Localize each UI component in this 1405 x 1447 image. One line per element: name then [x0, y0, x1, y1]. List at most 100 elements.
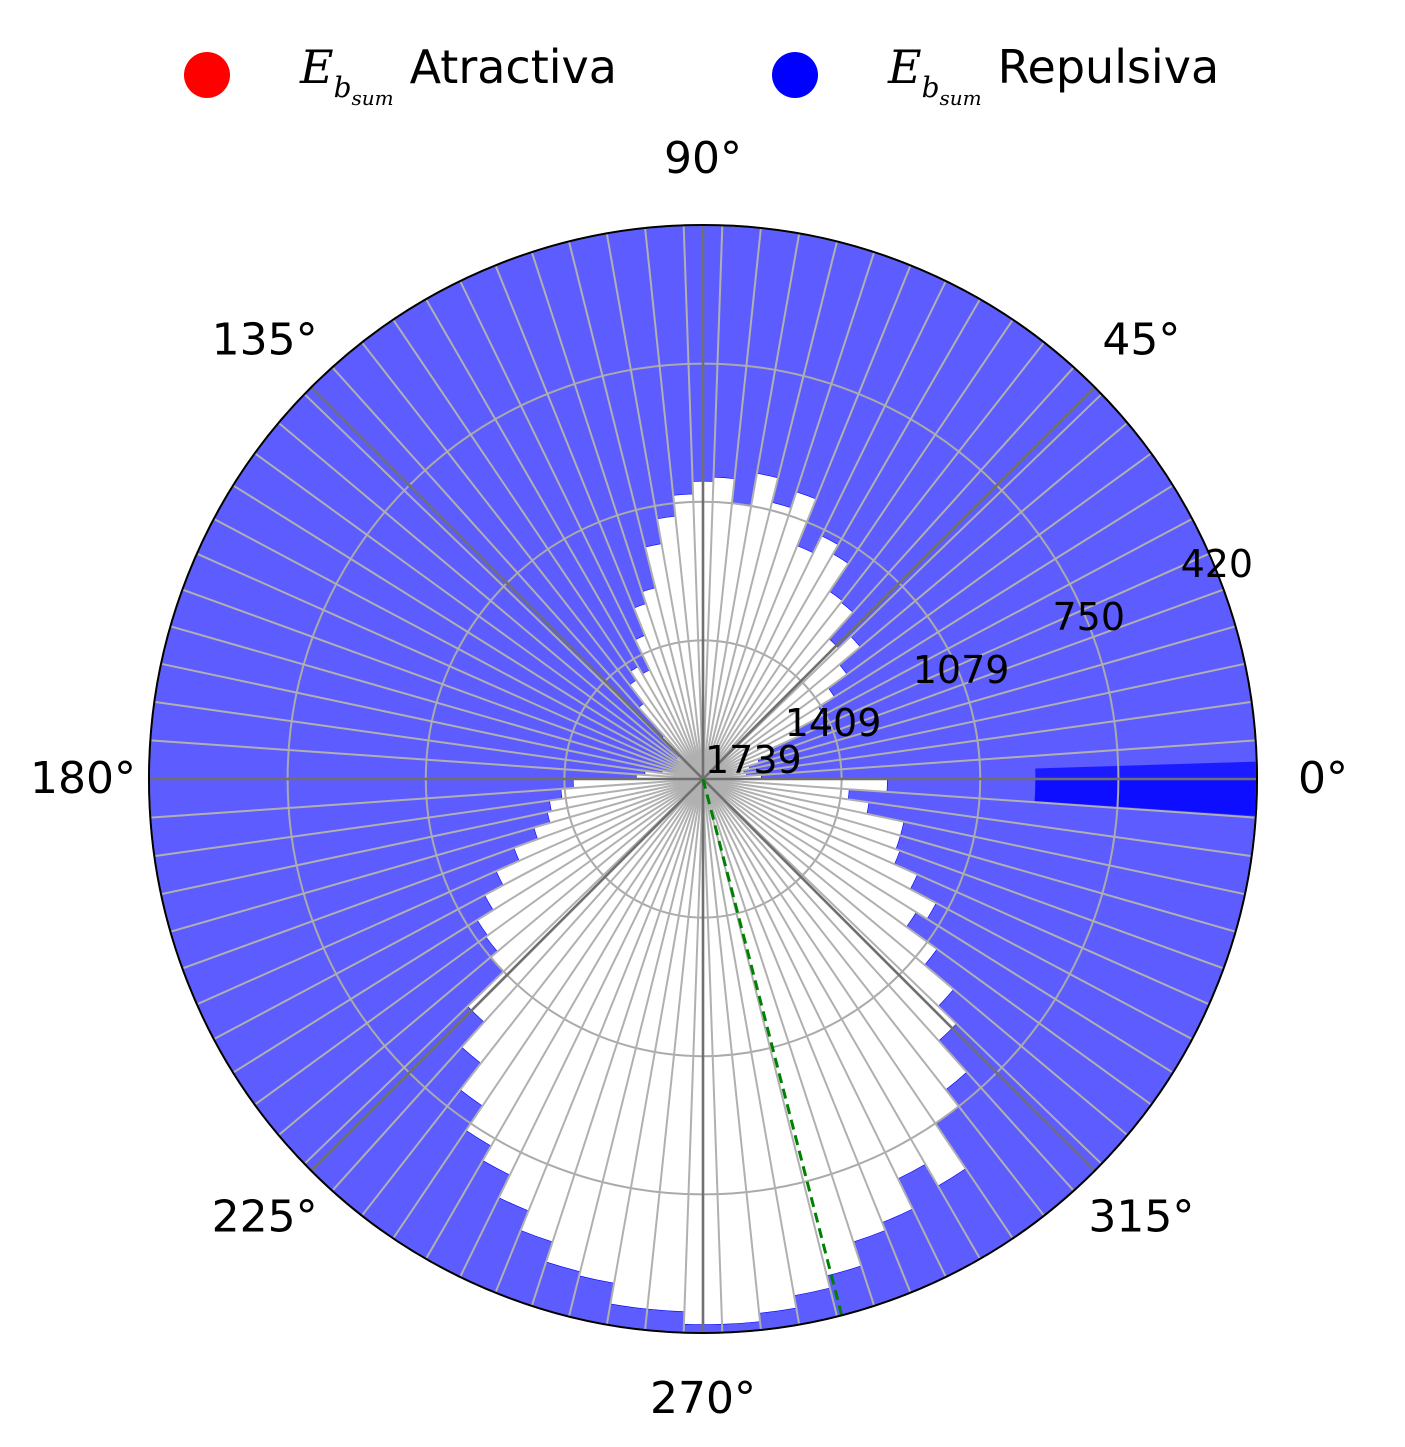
legend-label-repulsiva: EbsumRepulsiva	[888, 40, 1220, 110]
bin-gridline	[702, 341, 1045, 780]
bin-gridline	[702, 778, 801, 1325]
bin-gridline	[702, 241, 838, 780]
bin-gridline	[154, 700, 704, 780]
bin-gridline	[702, 393, 1103, 780]
angle-tick-label: 270°	[650, 1373, 756, 1424]
legend-marker-atractiva	[184, 52, 230, 98]
bin-gridline	[303, 778, 704, 1165]
bin-gridline	[277, 778, 704, 1136]
bin-gridline	[530, 251, 704, 780]
bin-gridline	[702, 778, 838, 1317]
bin-gridline	[702, 588, 1224, 780]
bin-gridline	[303, 393, 704, 780]
bin-gridline	[702, 778, 1246, 896]
bin-gridline	[702, 233, 801, 780]
bin-gridline	[702, 662, 1246, 780]
bin-gridline	[150, 778, 704, 819]
angle-tick-label: 180°	[30, 753, 136, 804]
bin-gridline	[213, 518, 704, 780]
bin-gridline	[702, 778, 947, 1278]
bin-gridline	[702, 778, 1045, 1217]
bin-gridline	[425, 298, 704, 780]
bin-gridline	[425, 778, 704, 1260]
bin-gridline	[361, 341, 704, 780]
bin-gridline	[682, 225, 704, 780]
bin-gridline	[702, 700, 1252, 780]
bin-gridline	[459, 280, 704, 780]
bin-gridline	[702, 251, 876, 780]
bin-gridline	[605, 233, 704, 780]
legend-marker-repulsiva	[772, 52, 818, 98]
bin-gridline	[170, 778, 704, 933]
polar-frame	[148, 224, 1258, 1334]
bin-gridline	[702, 484, 1174, 780]
bin-gridline	[702, 778, 912, 1294]
bin-gridline	[170, 625, 704, 780]
bin-gridline	[213, 778, 704, 1040]
legend: EbsumAtractiva EbsumRepulsiva	[0, 40, 1405, 110]
bin-gridline	[702, 778, 762, 1331]
bin-gridline	[392, 319, 704, 780]
bin-gridline	[702, 778, 1193, 1040]
bin-gridline	[702, 778, 1236, 933]
bin-gridline	[702, 625, 1236, 780]
bin-gridline	[150, 739, 704, 780]
bin-gridline	[459, 778, 704, 1278]
bin-gridline	[160, 778, 704, 896]
angle-tick-label: 135°	[212, 315, 318, 366]
legend-item-repulsiva: EbsumRepulsiva	[772, 40, 1219, 110]
bin-gridline	[702, 225, 724, 780]
bin-gridline	[196, 778, 704, 1006]
angle-gridline	[310, 386, 704, 780]
bin-gridline	[702, 778, 876, 1307]
bin-gridline	[702, 739, 1256, 780]
bin-gridline	[154, 778, 704, 858]
bin-gridline	[702, 778, 1256, 819]
radial-tick-label: 1409	[785, 701, 882, 745]
bin-gridline	[702, 778, 1152, 1106]
bin-gridline	[568, 778, 704, 1317]
bin-gridline	[182, 588, 704, 780]
bin-gridline	[568, 241, 704, 780]
radial-tick-label: 1739	[705, 738, 802, 782]
bin-gridline	[361, 778, 704, 1217]
angle-tick-label: 225°	[212, 1191, 318, 1242]
bin-gridline	[530, 778, 704, 1307]
angle-tick-label: 90°	[664, 133, 742, 184]
bin-gridline	[702, 778, 1014, 1239]
bin-gridline	[702, 778, 981, 1260]
bin-gridline	[196, 552, 704, 780]
bin-gridline	[254, 778, 704, 1106]
bin-gridline	[644, 227, 704, 780]
bin-gridline	[702, 264, 912, 780]
reference-line	[701, 778, 844, 1316]
bin-gridline	[702, 778, 1174, 1074]
bin-gridline	[702, 366, 1075, 780]
repulsiva-bar	[644, 1308, 685, 1333]
bin-gridline	[494, 778, 704, 1294]
bin-gridline	[702, 227, 762, 780]
angle-tick-label: 45°	[1102, 315, 1180, 366]
legend-label-atractiva: EbsumAtractiva	[300, 40, 617, 110]
bin-gridline	[702, 280, 947, 780]
repulsiva-bar	[758, 1307, 800, 1331]
bin-gridline	[232, 484, 704, 780]
bin-gridline	[702, 778, 1103, 1165]
bin-gridline	[702, 552, 1210, 780]
bin-gridline	[232, 778, 704, 1074]
radial-tick-label: 750	[1053, 595, 1126, 639]
angle-tick-label: 315°	[1088, 1191, 1194, 1242]
bin-gridline	[702, 778, 1252, 858]
grid-layer	[148, 224, 1258, 1334]
bin-gridline	[682, 778, 704, 1333]
bin-gridline	[331, 778, 704, 1192]
bin-gridline	[254, 452, 704, 780]
legend-item-atractiva: EbsumAtractiva	[184, 40, 617, 110]
angle-gridline	[310, 778, 704, 1172]
angle-gridline	[702, 386, 1096, 780]
bin-gridline	[160, 662, 704, 780]
highlight-bar	[1034, 761, 1257, 816]
bin-gridline	[702, 298, 981, 780]
angle-tick-label: 0°	[1298, 753, 1348, 804]
